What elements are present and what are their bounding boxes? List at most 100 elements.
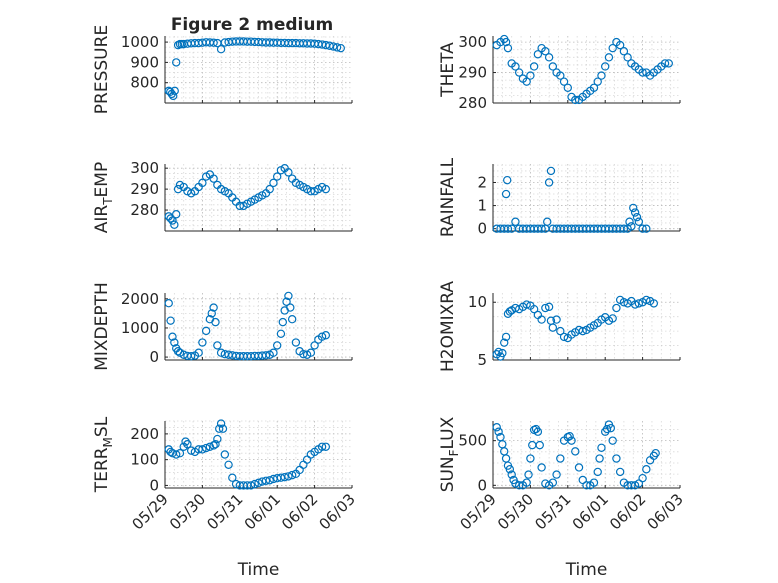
data-point (544, 178, 554, 187)
y-tick-label: 1000 (121, 319, 159, 337)
data-point (541, 47, 550, 56)
data-point (181, 437, 190, 446)
data-point (291, 338, 301, 347)
data-point (535, 440, 544, 450)
data-point (501, 332, 511, 342)
data-point (627, 222, 636, 231)
y-axis-label: THETA (438, 42, 458, 98)
y-tick-label: 0 (149, 476, 159, 494)
data-point (544, 302, 554, 312)
data-point (201, 443, 211, 453)
data-point (310, 341, 319, 350)
data-point (604, 53, 614, 62)
data-point (533, 427, 543, 436)
data-point (224, 460, 233, 470)
data-point (543, 217, 552, 226)
panel-pressure: 800 900 1000 PRESSURE (92, 25, 353, 114)
panel-h2omixra: 5 10 H2OMIXRA (438, 281, 681, 372)
data-point (168, 216, 177, 225)
data-point (164, 298, 173, 308)
data-point (198, 178, 207, 188)
y-tick-label: 280 (130, 201, 159, 219)
data-point (582, 481, 591, 490)
data-point (533, 50, 543, 59)
data-point (567, 436, 576, 445)
data-point (261, 476, 271, 485)
data-point (593, 77, 602, 86)
data-point (574, 463, 584, 472)
data-point (559, 332, 569, 342)
y-tick-label: 0 (477, 220, 487, 238)
data-point (608, 314, 617, 323)
data-point (265, 184, 274, 194)
data-point (209, 174, 218, 183)
y-tick-label: 5 (477, 351, 487, 369)
data-point (209, 38, 218, 47)
data-point (276, 329, 286, 338)
data-point (630, 208, 640, 217)
data-point (595, 454, 604, 463)
data-point (529, 62, 539, 71)
data-point (306, 348, 316, 357)
y-tick-label: 500 (458, 432, 487, 450)
y-tick-label: 900 (130, 53, 159, 71)
data-point (321, 184, 331, 194)
y-axis-label: SUNFLUX (438, 416, 461, 492)
data-point (198, 445, 207, 454)
data-point (269, 178, 278, 188)
data-point (501, 189, 511, 199)
data-point (321, 331, 331, 340)
data-point (629, 203, 638, 213)
data-point (170, 220, 179, 229)
data-point (514, 68, 524, 77)
data-point (522, 300, 531, 309)
data-point (638, 224, 647, 233)
data-point (642, 295, 651, 305)
data-point (556, 326, 565, 336)
y-tick-label: 0 (149, 348, 159, 366)
data-point (559, 77, 569, 86)
data-point (286, 303, 295, 312)
data-point (524, 470, 533, 479)
data-point (632, 212, 642, 222)
data-point (498, 348, 507, 358)
data-point (321, 442, 331, 451)
data-point (514, 481, 524, 490)
data-point (664, 59, 673, 68)
y-axis-label: H2OMIXRA (438, 281, 458, 372)
data-point (503, 175, 512, 185)
data-point (548, 478, 558, 487)
figure-title: Figure 2 medium (171, 15, 333, 35)
data-point (194, 348, 203, 357)
data-point (571, 95, 580, 105)
data-point (183, 439, 192, 449)
data-point (246, 481, 256, 490)
data-point (608, 43, 617, 53)
data-point (209, 441, 218, 450)
y-tick-label: 300 (130, 159, 159, 177)
y-tick-label: 100 (130, 451, 159, 469)
data-point (250, 479, 259, 489)
data-point (537, 315, 546, 324)
data-point (529, 304, 539, 314)
data-point (170, 338, 179, 347)
data-point (500, 338, 509, 347)
data-point (589, 83, 599, 92)
data-point (494, 427, 503, 436)
data-point (213, 341, 222, 350)
data-point (649, 299, 659, 308)
data-point (273, 172, 282, 181)
y-axis-label: RAINFALL (438, 157, 458, 237)
y-tick-label: 290 (130, 180, 159, 198)
data-point (578, 326, 587, 336)
data-point (261, 351, 271, 360)
data-point (619, 224, 629, 233)
data-point (284, 168, 293, 177)
data-point (494, 347, 503, 357)
data-point (207, 309, 216, 318)
data-point (282, 297, 291, 306)
data-point (612, 303, 621, 313)
